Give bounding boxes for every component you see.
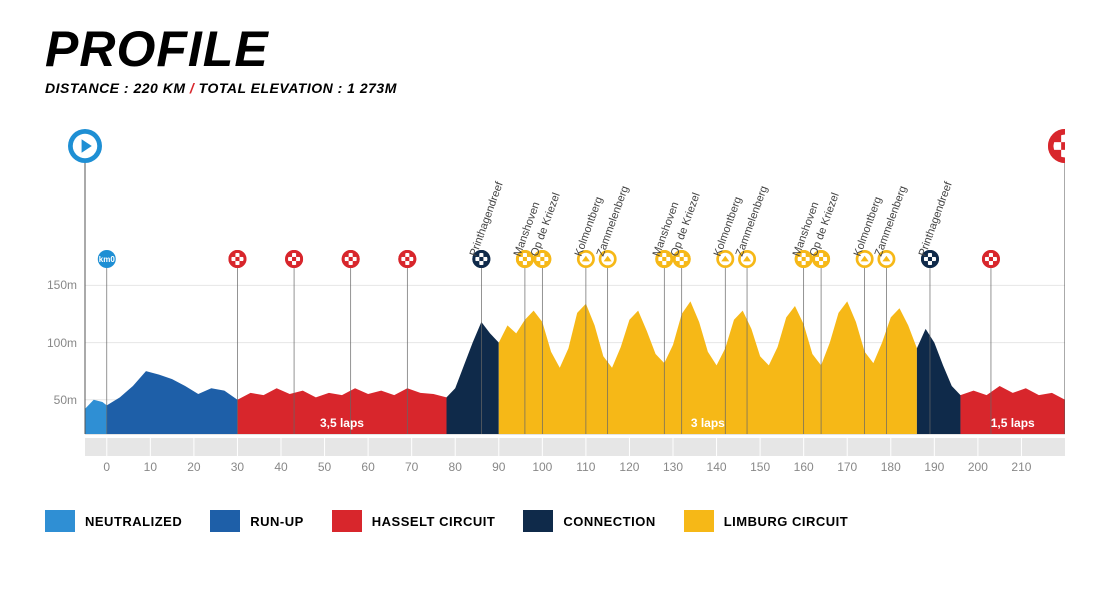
y-tick-label: 150m <box>37 278 77 292</box>
x-tick-label: 10 <box>144 460 157 474</box>
legend-item: LIMBURG CIRCUIT <box>684 510 849 532</box>
segment-label: 3 laps <box>691 416 725 430</box>
x-tick-label: 160 <box>794 460 814 474</box>
x-tick-label: 170 <box>837 460 857 474</box>
y-tick-label: 50m <box>37 393 77 407</box>
svg-text:km0: km0 <box>99 255 116 264</box>
legend-swatch <box>523 510 553 532</box>
x-tick-label: 100 <box>532 460 552 474</box>
separator: / <box>190 80 194 96</box>
legend-item: RUN-UP <box>210 510 304 532</box>
y-tick-label: 100m <box>37 336 77 350</box>
x-tick-label: 60 <box>361 460 374 474</box>
x-tick-label: 150 <box>750 460 770 474</box>
distance-label: DISTANCE : <box>45 80 129 96</box>
page-title: PROFILE <box>45 20 1077 78</box>
segment-label: 1,5 laps <box>991 416 1035 430</box>
x-tick-label: 50 <box>318 460 331 474</box>
x-tick-label: 80 <box>449 460 462 474</box>
segment-label: 3,5 laps <box>320 416 364 430</box>
legend: NEUTRALIZED RUN-UP HASSELT CIRCUIT CONNECTI… <box>45 510 1077 532</box>
page: PROFILE DISTANCE : 220 KM / TOTAL ELEVAT… <box>0 0 1107 562</box>
legend-swatch <box>45 510 75 532</box>
legend-swatch <box>210 510 240 532</box>
x-tick-label: 90 <box>492 460 505 474</box>
x-tick-label: 180 <box>881 460 901 474</box>
legend-label: NEUTRALIZED <box>85 514 182 529</box>
legend-swatch <box>684 510 714 532</box>
x-tick-label: 120 <box>619 460 639 474</box>
elevation-value: 1 273M <box>347 80 397 96</box>
x-tick-label: 0 <box>103 460 110 474</box>
x-tick-label: 110 <box>576 460 595 474</box>
legend-label: CONNECTION <box>563 514 655 529</box>
chart-svg: km0 <box>45 124 1065 484</box>
legend-label: LIMBURG CIRCUIT <box>724 514 849 529</box>
legend-swatch <box>332 510 362 532</box>
x-tick-label: 40 <box>274 460 287 474</box>
x-tick-label: 70 <box>405 460 418 474</box>
x-tick-label: 20 <box>187 460 200 474</box>
legend-item: HASSELT CIRCUIT <box>332 510 496 532</box>
x-tick-label: 30 <box>231 460 244 474</box>
elevation-chart: km0 50m100m150m0102030405060708090100110… <box>45 124 1077 484</box>
x-tick-label: 200 <box>968 460 988 474</box>
x-tick-label: 210 <box>1011 460 1031 474</box>
x-tick-label: 140 <box>707 460 727 474</box>
legend-label: HASSELT CIRCUIT <box>372 514 496 529</box>
x-tick-label: 190 <box>924 460 944 474</box>
legend-item: CONNECTION <box>523 510 655 532</box>
legend-item: NEUTRALIZED <box>45 510 182 532</box>
subtitle: DISTANCE : 220 KM / TOTAL ELEVATION : 1 … <box>45 80 1077 96</box>
x-tick-label: 130 <box>663 460 683 474</box>
legend-label: RUN-UP <box>250 514 304 529</box>
elevation-label: TOTAL ELEVATION : <box>199 80 343 96</box>
distance-value: 220 KM <box>133 80 185 96</box>
